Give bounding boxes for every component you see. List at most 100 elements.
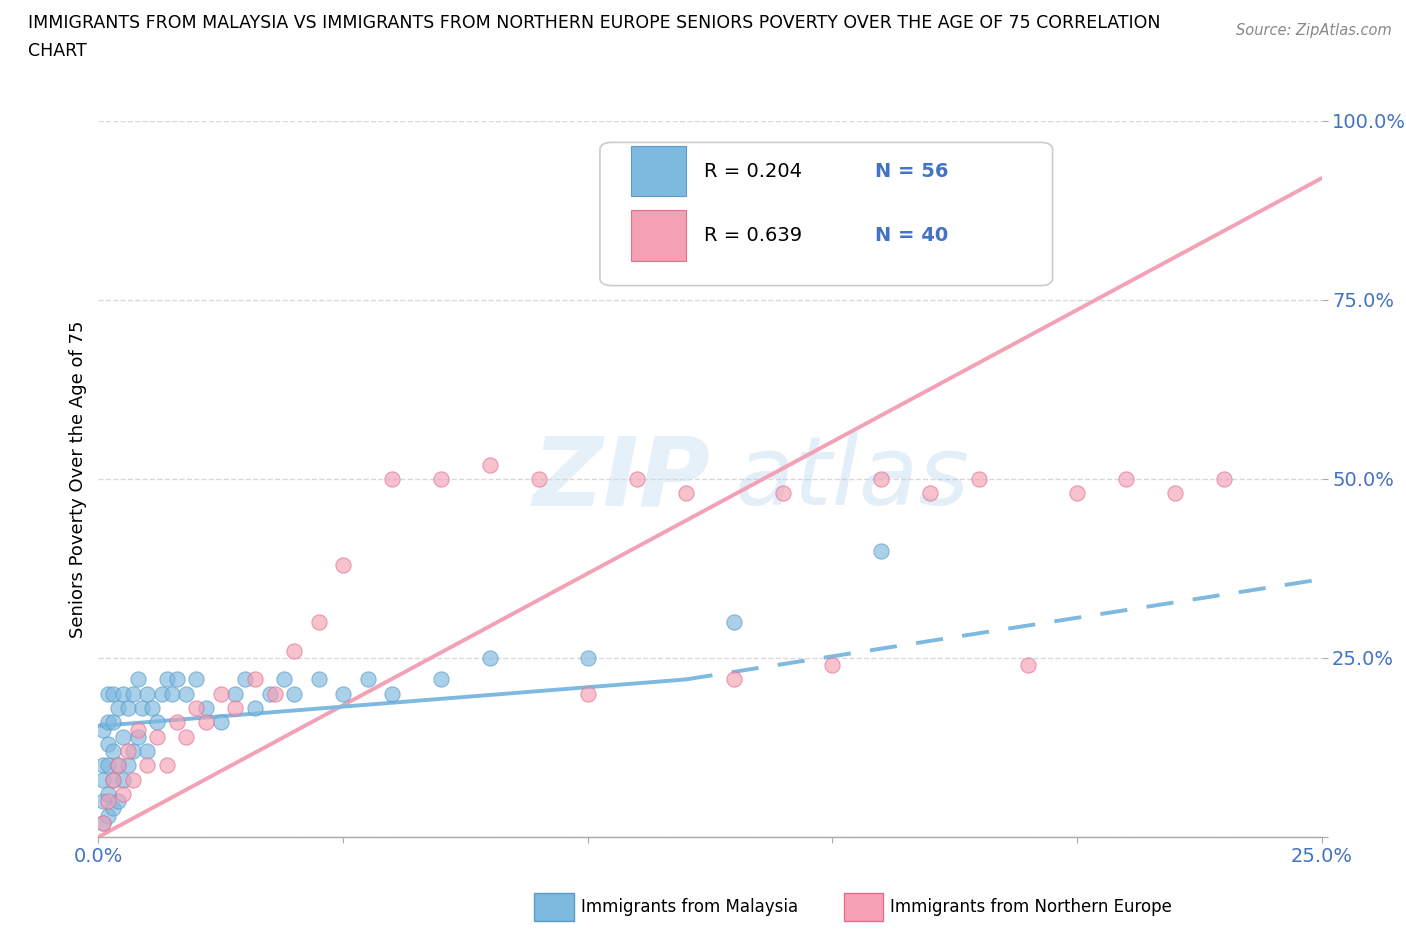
Point bbox=[97, 737, 120, 751]
Point bbox=[127, 729, 149, 744]
Point bbox=[111, 772, 134, 787]
Point bbox=[91, 758, 114, 773]
Point bbox=[101, 772, 124, 787]
Point bbox=[527, 472, 550, 486]
Point bbox=[283, 644, 305, 658]
Point bbox=[91, 794, 114, 809]
Point bbox=[870, 543, 893, 558]
Point bbox=[146, 729, 169, 744]
Point bbox=[430, 472, 453, 486]
Point bbox=[101, 772, 124, 787]
Point bbox=[97, 794, 120, 809]
Point bbox=[1212, 472, 1234, 486]
Point bbox=[121, 772, 143, 787]
Point bbox=[107, 794, 129, 809]
Point bbox=[273, 672, 295, 687]
Point bbox=[117, 744, 139, 759]
Point bbox=[478, 458, 501, 472]
FancyBboxPatch shape bbox=[600, 142, 1053, 286]
Point bbox=[97, 808, 120, 823]
Point bbox=[430, 672, 453, 687]
Point bbox=[166, 715, 188, 730]
Point bbox=[121, 686, 143, 701]
Point bbox=[1066, 485, 1088, 500]
Point bbox=[772, 485, 794, 500]
Point bbox=[381, 472, 404, 486]
Point bbox=[107, 758, 129, 773]
Point bbox=[101, 801, 124, 816]
Point bbox=[150, 686, 173, 701]
Point bbox=[141, 700, 163, 715]
Point bbox=[1017, 658, 1039, 672]
Point bbox=[117, 700, 139, 715]
Point bbox=[176, 729, 198, 744]
Point bbox=[381, 686, 404, 701]
Point bbox=[243, 700, 266, 715]
Point bbox=[101, 715, 124, 730]
Text: Immigrants from Northern Europe: Immigrants from Northern Europe bbox=[890, 897, 1171, 916]
Point bbox=[356, 672, 378, 687]
Point bbox=[136, 758, 159, 773]
Y-axis label: Seniors Poverty Over the Age of 75: Seniors Poverty Over the Age of 75 bbox=[69, 320, 87, 638]
Point bbox=[91, 772, 114, 787]
Point bbox=[160, 686, 183, 701]
Text: CHART: CHART bbox=[28, 42, 87, 60]
Point bbox=[195, 700, 218, 715]
Point bbox=[308, 615, 330, 630]
Point bbox=[156, 758, 179, 773]
Point bbox=[91, 722, 114, 737]
Point bbox=[146, 715, 169, 730]
Point bbox=[176, 686, 198, 701]
Point bbox=[332, 557, 354, 572]
Point bbox=[97, 758, 120, 773]
Point bbox=[101, 744, 124, 759]
Point bbox=[117, 758, 139, 773]
Point bbox=[1115, 472, 1137, 486]
Point bbox=[195, 715, 218, 730]
FancyBboxPatch shape bbox=[630, 146, 686, 196]
FancyBboxPatch shape bbox=[630, 210, 686, 260]
Text: R = 0.639: R = 0.639 bbox=[704, 226, 801, 245]
Point bbox=[127, 672, 149, 687]
Point bbox=[478, 651, 501, 666]
Point bbox=[243, 672, 266, 687]
Point bbox=[111, 729, 134, 744]
Point bbox=[97, 787, 120, 802]
Point bbox=[91, 816, 114, 830]
Point bbox=[920, 485, 942, 500]
Text: N = 56: N = 56 bbox=[875, 162, 949, 180]
Point bbox=[91, 816, 114, 830]
Text: IMMIGRANTS FROM MALAYSIA VS IMMIGRANTS FROM NORTHERN EUROPE SENIORS POVERTY OVER: IMMIGRANTS FROM MALAYSIA VS IMMIGRANTS F… bbox=[28, 14, 1160, 32]
Point bbox=[308, 672, 330, 687]
Point bbox=[576, 686, 599, 701]
Point bbox=[723, 672, 745, 687]
Point bbox=[101, 686, 124, 701]
Point bbox=[136, 686, 159, 701]
Point bbox=[675, 485, 697, 500]
Point bbox=[626, 472, 648, 486]
Text: Immigrants from Malaysia: Immigrants from Malaysia bbox=[581, 897, 797, 916]
Point bbox=[263, 686, 285, 701]
Point bbox=[233, 672, 256, 687]
Point bbox=[186, 700, 208, 715]
Point bbox=[111, 686, 134, 701]
Text: Source: ZipAtlas.com: Source: ZipAtlas.com bbox=[1236, 23, 1392, 38]
Text: atlas: atlas bbox=[734, 432, 970, 525]
Point bbox=[136, 744, 159, 759]
Point bbox=[97, 715, 120, 730]
Point bbox=[186, 672, 208, 687]
Text: ZIP: ZIP bbox=[531, 432, 710, 525]
Point bbox=[967, 472, 990, 486]
Point bbox=[156, 672, 179, 687]
Point bbox=[259, 686, 281, 701]
Point bbox=[576, 651, 599, 666]
Point bbox=[1164, 485, 1187, 500]
Point bbox=[121, 744, 143, 759]
Point bbox=[131, 700, 153, 715]
Point bbox=[209, 715, 232, 730]
Point bbox=[107, 700, 129, 715]
Point bbox=[821, 658, 844, 672]
Point bbox=[224, 700, 246, 715]
Point bbox=[283, 686, 305, 701]
Point bbox=[209, 686, 232, 701]
